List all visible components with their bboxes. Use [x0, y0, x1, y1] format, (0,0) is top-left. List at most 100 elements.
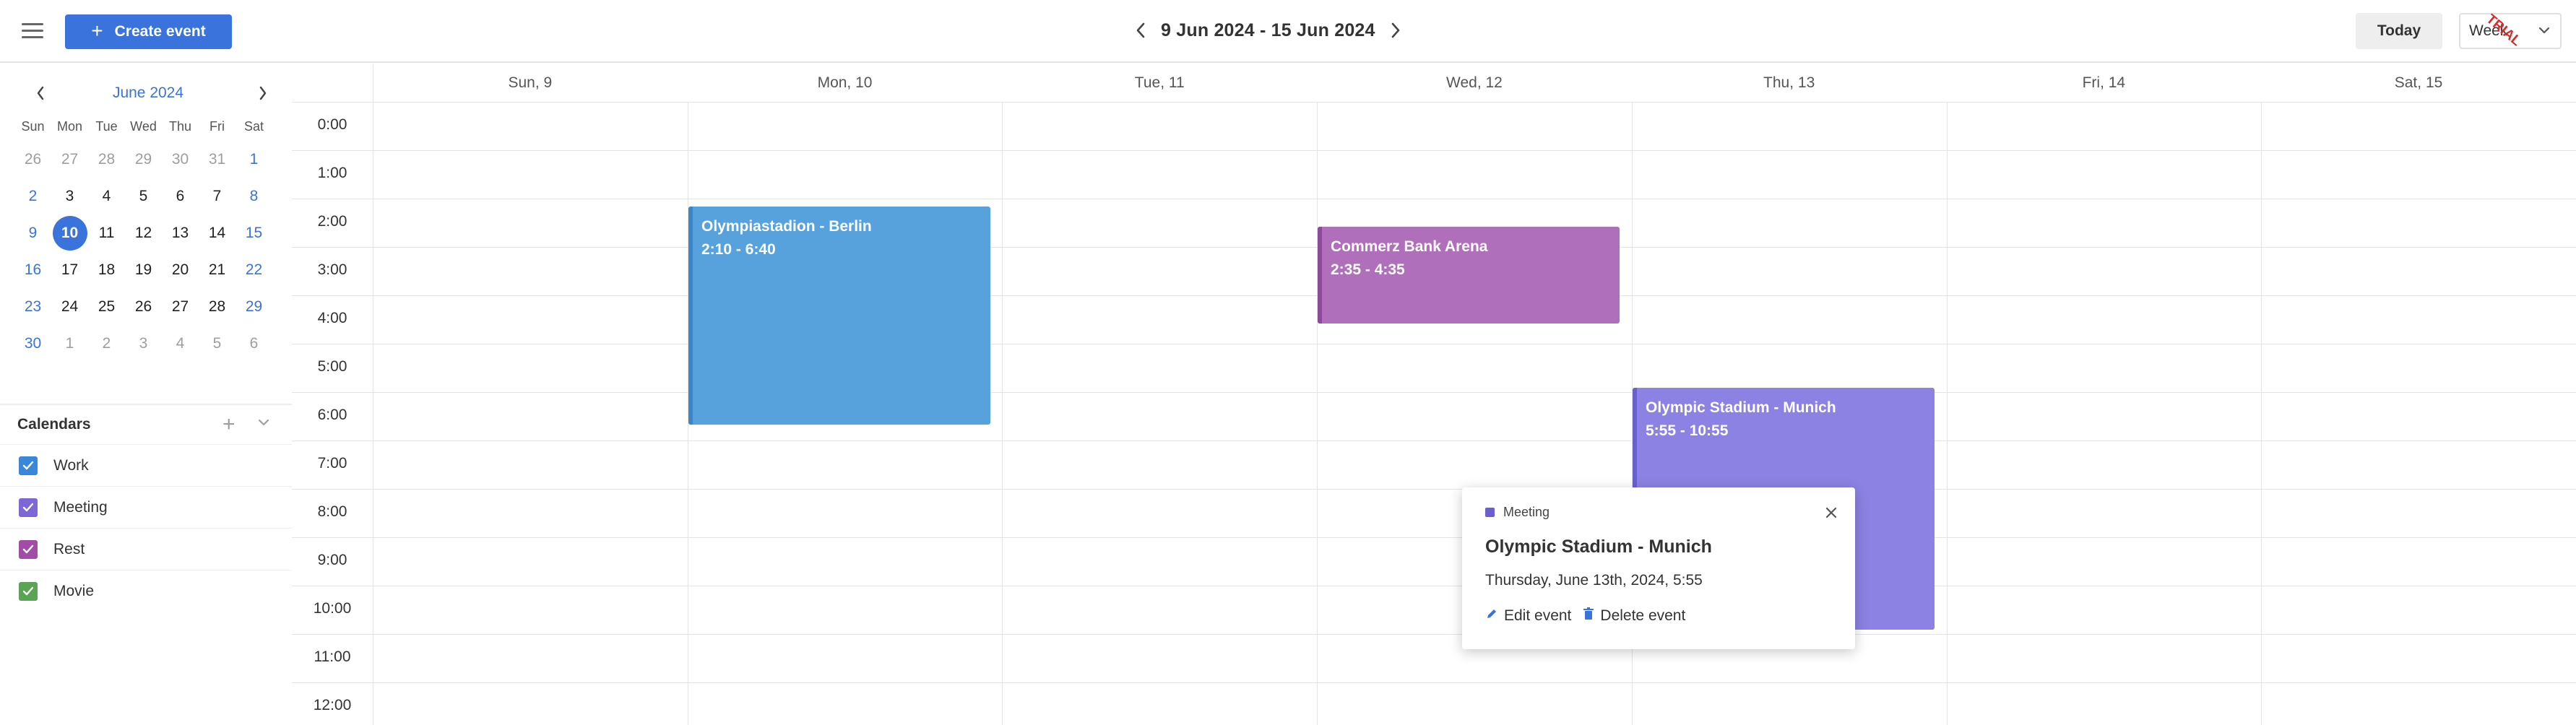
mini-calendar-day[interactable]: 28: [88, 141, 125, 178]
popup-actions: Edit event Delete event: [1485, 607, 1685, 625]
add-calendar-icon[interactable]: +: [222, 412, 235, 436]
mini-calendar-day-number: 27: [61, 150, 79, 168]
today-button[interactable]: Today: [2356, 13, 2442, 49]
mini-calendar-day-number: 8: [249, 187, 259, 204]
mini-calendar-day[interactable]: 13: [162, 214, 199, 251]
day-column-divider: [1632, 102, 1633, 725]
mini-calendar-day-number: 6: [249, 334, 259, 352]
mini-calendar-day[interactable]: 1: [51, 325, 88, 362]
chevron-right-icon: [1391, 22, 1399, 38]
hour-label: 9:00: [317, 552, 347, 568]
mini-calendar-day[interactable]: 30: [162, 141, 199, 178]
mini-calendar-day[interactable]: 7: [199, 178, 235, 214]
mini-calendar-day[interactable]: 24: [51, 288, 88, 325]
mini-calendar-day[interactable]: 15: [235, 214, 272, 251]
calendar-item-meeting[interactable]: Meeting: [0, 486, 292, 528]
delete-event-button[interactable]: Delete event: [1583, 607, 1685, 625]
mini-calendar-day-number: 20: [171, 261, 189, 278]
mini-calendar-day[interactable]: 11: [88, 214, 125, 251]
edit-event-button[interactable]: Edit event: [1485, 607, 1571, 625]
mini-calendar-day[interactable]: 5: [125, 178, 162, 214]
mini-calendar-day[interactable]: 28: [199, 288, 235, 325]
hour-label: 1:00: [317, 165, 347, 181]
mini-calendar-previous-button[interactable]: [30, 83, 51, 103]
calendar-item-movie[interactable]: Movie: [0, 570, 292, 612]
hour-gridline: [292, 537, 2576, 538]
mini-calendar-day[interactable]: 6: [162, 178, 199, 214]
previous-week-button[interactable]: [1131, 16, 1151, 45]
mini-calendar-day-number: 16: [24, 261, 42, 278]
mini-calendar-month-title[interactable]: June 2024: [112, 84, 184, 101]
mini-calendar-day[interactable]: 3: [51, 178, 88, 214]
mini-calendar-day[interactable]: 1: [235, 141, 272, 178]
chevron-down-icon[interactable]: [257, 418, 270, 427]
close-icon[interactable]: [1820, 502, 1842, 524]
mini-calendar-day[interactable]: 2: [88, 325, 125, 362]
mini-calendar-day[interactable]: 3: [125, 325, 162, 362]
weekday-label: Sat: [243, 118, 264, 134]
mini-calendar-day-number: 23: [24, 298, 42, 315]
mini-calendar-day[interactable]: 27: [51, 141, 88, 178]
hour-gridline: [292, 440, 2576, 441]
checkbox-checked-icon[interactable]: [19, 539, 38, 559]
calendars-header: Calendars +: [0, 404, 292, 444]
event-time: 2:35 - 4:35: [1331, 261, 1405, 278]
calendar-item-rest[interactable]: Rest: [0, 528, 292, 570]
mini-calendar-day[interactable]: 4: [162, 325, 199, 362]
mini-calendar-day[interactable]: 21: [199, 251, 235, 288]
day-header: Sat, 15: [2394, 74, 2443, 91]
mini-calendar-day[interactable]: 30: [14, 325, 51, 362]
mini-calendar-day[interactable]: 12: [125, 214, 162, 251]
calendar-item-work[interactable]: Work: [0, 444, 292, 486]
create-event-button[interactable]: + Create event: [65, 14, 232, 49]
mini-calendar-day[interactable]: 2: [14, 178, 51, 214]
weekday-label: Wed: [130, 118, 157, 134]
mini-calendar-day[interactable]: 16: [14, 251, 51, 288]
checkbox-checked-icon[interactable]: [19, 456, 38, 475]
mini-calendar-day[interactable]: 29: [125, 141, 162, 178]
mini-calendar-day[interactable]: 8: [235, 178, 272, 214]
mini-calendar-day-number: 10: [52, 215, 87, 251]
mini-calendar-day[interactable]: 20: [162, 251, 199, 288]
calendar-item-label: Movie: [53, 582, 95, 599]
mini-calendar-day[interactable]: 25: [88, 288, 125, 325]
mini-calendar-day[interactable]: 6: [235, 325, 272, 362]
hour-label: 10:00: [313, 600, 352, 617]
mini-calendar-day[interactable]: 27: [162, 288, 199, 325]
mini-calendar-day[interactable]: 26: [125, 288, 162, 325]
checkbox-checked-icon[interactable]: [19, 581, 38, 601]
mini-calendar-day-number: 26: [134, 298, 152, 315]
mini-calendar-day[interactable]: 9: [14, 214, 51, 251]
next-week-button[interactable]: [1386, 16, 1406, 45]
category-color-swatch: [1485, 508, 1495, 517]
mini-calendar-day[interactable]: 14: [199, 214, 235, 251]
day-header: Fri, 14: [2082, 74, 2126, 91]
checkbox-checked-icon[interactable]: [19, 498, 38, 517]
menu-icon[interactable]: [22, 19, 46, 41]
mini-calendar-header: June 2024: [14, 74, 282, 112]
mini-calendar-day[interactable]: 17: [51, 251, 88, 288]
calendar-event[interactable]: Commerz Bank Arena 2:35 - 4:35: [1318, 227, 1620, 324]
weekday-label: Tue: [95, 118, 118, 134]
mini-calendar-day[interactable]: 10: [51, 214, 88, 251]
hour-gridline: [292, 489, 2576, 490]
mini-calendar-next-button[interactable]: [253, 83, 273, 103]
mini-calendar-day[interactable]: 26: [14, 141, 51, 178]
mini-calendar-day[interactable]: 18: [88, 251, 125, 288]
mini-calendar-day[interactable]: 29: [235, 288, 272, 325]
mini-calendar-day-number: 5: [139, 187, 148, 204]
calendar-event[interactable]: Olympiastadion - Berlin 2:10 - 6:40: [688, 207, 990, 425]
mini-calendar-day[interactable]: 22: [235, 251, 272, 288]
mini-calendar-day[interactable]: 5: [199, 325, 235, 362]
date-range-title: 9 Jun 2024 - 15 Jun 2024: [1161, 19, 1375, 40]
event-details-popup: Meeting Olympic Stadium - Munich Thursday,…: [1462, 487, 1855, 649]
mini-calendar-day[interactable]: 19: [125, 251, 162, 288]
mini-calendar-day-number: 26: [24, 150, 42, 168]
mini-calendar-day-number: 13: [171, 224, 189, 241]
delete-event-label: Delete event: [1600, 607, 1686, 624]
view-selector[interactable]: Week: [2459, 13, 2562, 49]
mini-calendar-day[interactable]: 31: [199, 141, 235, 178]
mini-calendar-day[interactable]: 4: [88, 178, 125, 214]
weekday-label: Fri: [209, 118, 225, 134]
mini-calendar-day[interactable]: 23: [14, 288, 51, 325]
